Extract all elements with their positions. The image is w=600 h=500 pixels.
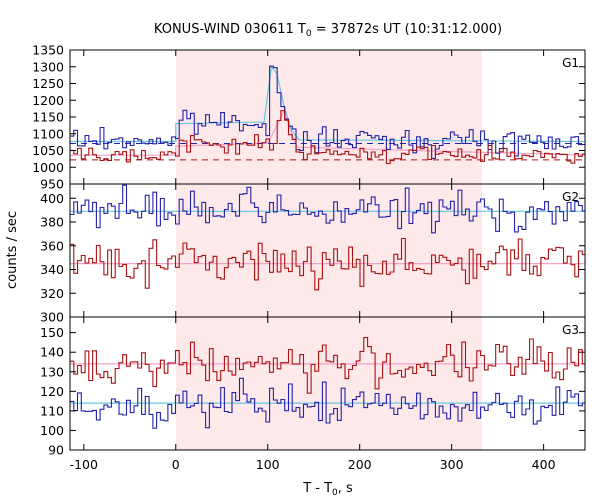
- y-tick-label-g2-360: 360: [40, 238, 64, 253]
- fit-curve-g1-0: [70, 65, 586, 143]
- x-tick-label-200: 200: [348, 457, 372, 472]
- x-axis-label-main: T - T: [302, 481, 332, 496]
- highlight-interval: [175, 50, 483, 450]
- chart-title: KONUS-WIND 030611 T0 = 37872s UT (10:31:…: [154, 22, 502, 39]
- chart-title-main: KONUS-WIND 030611 T: [154, 22, 306, 37]
- y-tick-label-g1-1300: 1300: [32, 59, 64, 74]
- y-tick-label-g3-120: 120: [40, 384, 64, 399]
- series-g3-blue: [70, 377, 585, 429]
- y-axis-label: counts / sec: [5, 211, 20, 289]
- y-tick-label-g3-150: 150: [40, 325, 64, 340]
- series-g2-red: [70, 237, 585, 291]
- x-axis-label-subscript: 0: [332, 488, 338, 498]
- panel-label-g2: G2: [562, 190, 579, 204]
- y-tick-label-g1-950: 950: [40, 177, 64, 192]
- panel-label-g3: G3: [562, 323, 579, 337]
- y-tick-label-g1-1150: 1150: [32, 110, 64, 125]
- series-g2-blue: [70, 184, 585, 234]
- x-tick-label-100: 100: [256, 457, 280, 472]
- y-tick-label-g3-130: 130: [40, 364, 64, 379]
- y-tick-label-g3-100: 100: [40, 423, 64, 438]
- x-tick-label-0: 0: [172, 457, 180, 472]
- x-axis-label-rest: , s: [338, 481, 353, 496]
- series-g1-blue: [70, 65, 585, 159]
- panel-frame-g3: [69, 316, 586, 451]
- y-tick-label-g1-1100: 1100: [32, 126, 64, 141]
- panel-label-g1: G1: [562, 56, 579, 70]
- y-tick-label-g1-1000: 1000: [32, 160, 64, 175]
- y-tick-label-g3-110: 110: [40, 403, 64, 418]
- x-tick-label-300: 300: [440, 457, 464, 472]
- fit-curve-g1-1: [70, 108, 586, 156]
- chart-title-subscript: 0: [306, 29, 312, 39]
- y-tick-label-g2-340: 340: [40, 262, 64, 277]
- y-tick-label-g1-1250: 1250: [32, 76, 64, 91]
- x-axis-label: T - T0, s: [302, 481, 353, 498]
- y-tick-label-g2-380: 380: [40, 215, 64, 230]
- y-tick-label-g3-90: 90: [48, 443, 64, 458]
- y-tick-label-g1-1200: 1200: [32, 93, 64, 108]
- y-tick-label-g2-400: 400: [40, 191, 64, 206]
- x-tick-label--100: -100: [70, 457, 98, 472]
- y-tick-label-g2-320: 320: [40, 286, 64, 301]
- x-tick-label-400: 400: [532, 457, 556, 472]
- y-tick-label-g3-140: 140: [40, 345, 64, 360]
- y-tick-label-g2-300: 300: [40, 310, 64, 325]
- y-tick-label-g1-1050: 1050: [32, 143, 64, 158]
- chart-title-rest: = 37872s UT (10:31:12.000): [312, 22, 502, 37]
- series-g1-red: [70, 110, 585, 165]
- y-tick-label-g1-1350: 1350: [32, 43, 64, 58]
- series-g3-red: [70, 336, 585, 394]
